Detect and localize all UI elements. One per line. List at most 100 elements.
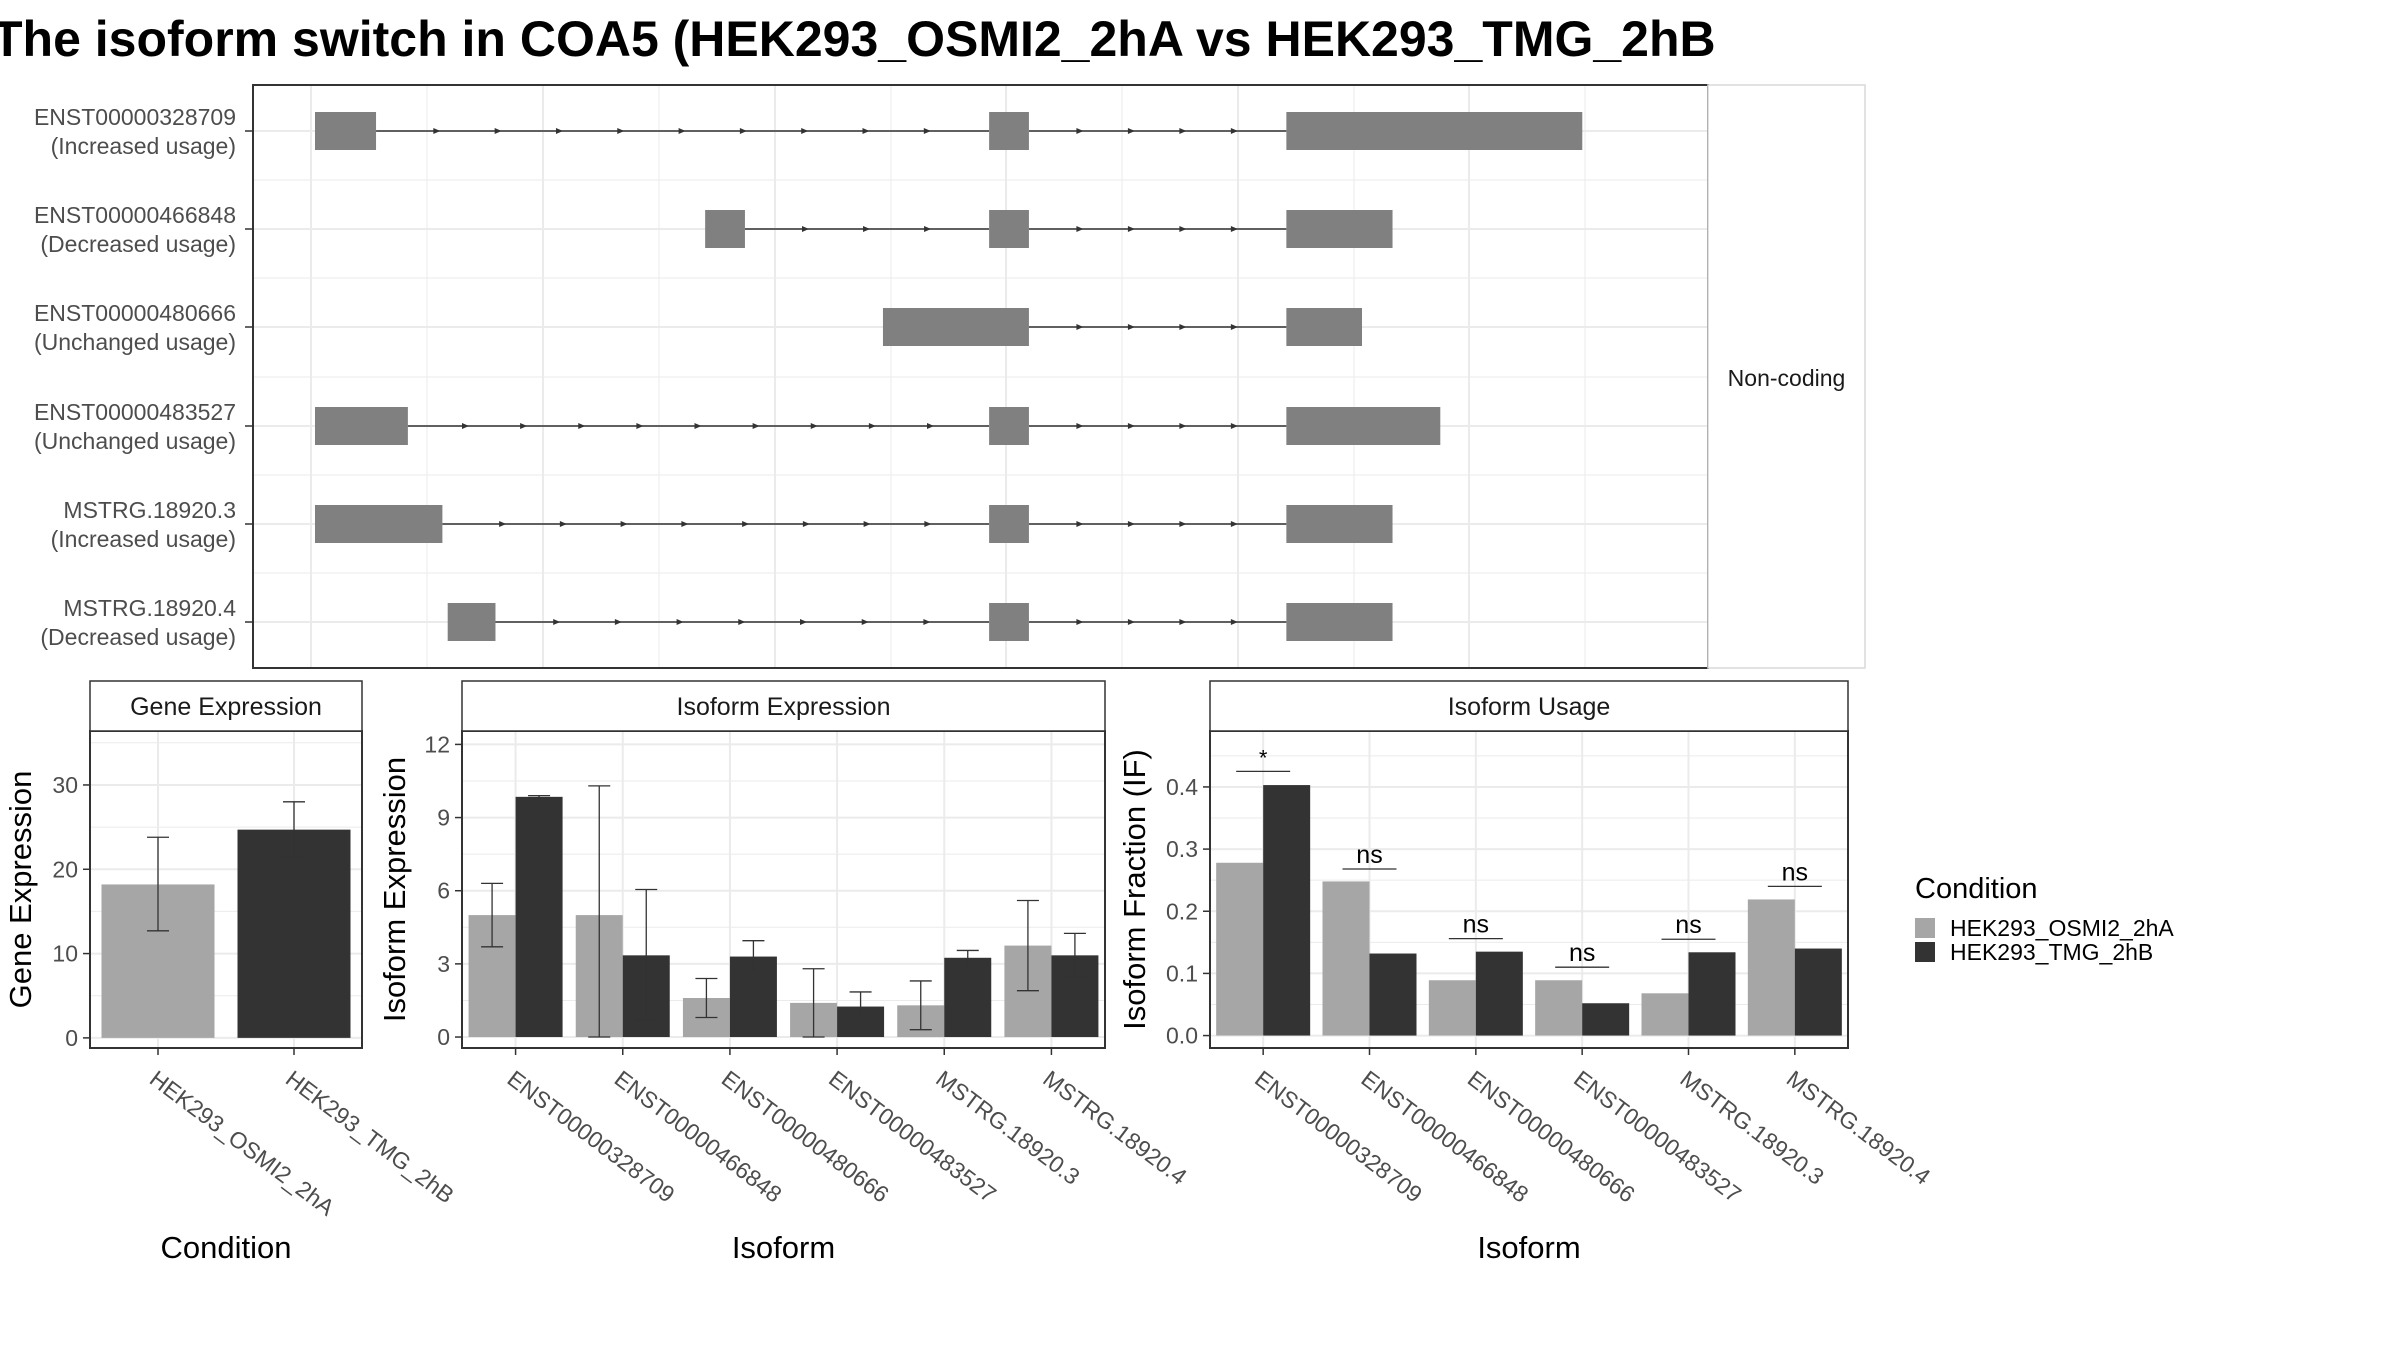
intron-direction-arrow bbox=[494, 128, 502, 134]
y-axis-title: Isoform Fraction (IF) bbox=[1117, 749, 1152, 1030]
intron-direction-arrow bbox=[620, 521, 628, 527]
y-tick-label: 0 bbox=[437, 1024, 450, 1050]
y-tick-label: 0.4 bbox=[1166, 774, 1198, 800]
transcript-usage-label: (Unchanged usage) bbox=[34, 329, 236, 355]
exon-block bbox=[447, 603, 496, 641]
legend-title: Condition bbox=[1915, 873, 2038, 905]
y-tick-label: 0.3 bbox=[1166, 836, 1198, 862]
exon-block bbox=[315, 112, 377, 150]
intron-direction-arrow bbox=[1230, 521, 1238, 527]
intron-direction-arrow bbox=[810, 423, 818, 429]
transcript-id-label: ENST00000328709 bbox=[34, 104, 236, 130]
transcript-usage-label: (Unchanged usage) bbox=[34, 428, 236, 454]
figure-title: The isoform switch in COA5 (HEK293_OSMI2… bbox=[0, 11, 1716, 67]
exon-block bbox=[1286, 210, 1393, 248]
intron-direction-arrow bbox=[1127, 521, 1135, 527]
facet-strip-label: Isoform Usage bbox=[1448, 693, 1611, 721]
exon-block bbox=[705, 210, 745, 248]
transcript-id-label: MSTRG.18920.4 bbox=[63, 595, 236, 621]
bar bbox=[944, 957, 992, 1038]
intron-direction-arrow bbox=[1076, 423, 1084, 429]
y-tick-label: 0.0 bbox=[1166, 1023, 1198, 1049]
intron-direction-arrow bbox=[578, 423, 586, 429]
intron-direction-arrow bbox=[1230, 324, 1238, 330]
intron-direction-arrow bbox=[1127, 128, 1135, 134]
significance-label: ns bbox=[1356, 841, 1382, 869]
bar bbox=[1263, 785, 1311, 1036]
bar bbox=[1369, 953, 1417, 1036]
facet-strip-right bbox=[1707, 84, 1866, 669]
exon-block bbox=[1286, 308, 1363, 346]
transcript-usage-label: (Increased usage) bbox=[51, 526, 236, 552]
legend-swatch-tmg bbox=[1915, 942, 1935, 962]
intron-direction-arrow bbox=[738, 619, 746, 625]
intron-direction-arrow bbox=[433, 128, 441, 134]
intron-direction-arrow bbox=[742, 521, 750, 527]
legend-label-tmg: HEK293_TMG_2hB bbox=[1950, 939, 2153, 965]
intron-direction-arrow bbox=[868, 423, 876, 429]
intron-direction-arrow bbox=[924, 521, 932, 527]
intron-direction-arrow bbox=[863, 521, 871, 527]
transcript-id-label: MSTRG.18920.3 bbox=[63, 497, 236, 523]
intron-direction-arrow bbox=[1179, 521, 1187, 527]
bar bbox=[1322, 881, 1370, 1036]
legend-label-osmi: HEK293_OSMI2_2hA bbox=[1950, 915, 2174, 941]
y-axis-title: Isoform Expression bbox=[377, 757, 412, 1022]
intron-direction-arrow bbox=[1127, 324, 1135, 330]
intron-direction-arrow bbox=[1179, 423, 1187, 429]
y-axis-title: Gene Expression bbox=[3, 771, 38, 1009]
intron-direction-arrow bbox=[614, 619, 622, 625]
exon-block bbox=[315, 505, 443, 543]
x-axis-title: Condition bbox=[161, 1230, 292, 1265]
transcript-usage-label: (Decreased usage) bbox=[40, 231, 236, 257]
legend-swatch-osmi bbox=[1915, 918, 1935, 938]
intron-direction-arrow bbox=[617, 128, 625, 134]
y-tick-label: 0.1 bbox=[1166, 960, 1198, 986]
exon-block bbox=[989, 210, 1029, 248]
transcript-usage-label: (Increased usage) bbox=[51, 133, 236, 159]
intron-direction-arrow bbox=[861, 619, 869, 625]
intron-direction-arrow bbox=[681, 521, 689, 527]
facet-strip bbox=[1209, 680, 1849, 732]
significance-label: ns bbox=[1782, 858, 1808, 886]
intron-direction-arrow bbox=[739, 128, 747, 134]
intron-direction-arrow bbox=[1230, 423, 1238, 429]
bar bbox=[1475, 951, 1523, 1036]
intron-direction-arrow bbox=[862, 128, 870, 134]
intron-direction-arrow bbox=[1230, 128, 1238, 134]
bar bbox=[515, 796, 563, 1038]
intron-direction-arrow bbox=[1127, 619, 1135, 625]
y-tick-label: 20 bbox=[52, 856, 78, 882]
intron-direction-arrow bbox=[636, 423, 644, 429]
bar bbox=[1428, 980, 1476, 1036]
panel-bg bbox=[1210, 731, 1848, 1048]
intron-direction-arrow bbox=[1230, 226, 1238, 232]
intron-direction-arrow bbox=[555, 128, 563, 134]
intron-direction-arrow bbox=[1230, 619, 1238, 625]
intron-direction-arrow bbox=[1076, 619, 1084, 625]
bar bbox=[1747, 899, 1795, 1036]
exon-block bbox=[989, 112, 1029, 150]
intron-direction-arrow bbox=[1076, 128, 1084, 134]
intron-direction-arrow bbox=[1179, 128, 1187, 134]
intron-direction-arrow bbox=[926, 423, 934, 429]
x-axis-title: Isoform bbox=[1477, 1230, 1580, 1265]
facet-strip bbox=[461, 680, 1106, 732]
bar bbox=[1688, 952, 1736, 1036]
y-tick-label: 30 bbox=[52, 772, 78, 798]
intron-direction-arrow bbox=[678, 128, 686, 134]
y-tick-label: 10 bbox=[52, 941, 78, 967]
y-tick-label: 0 bbox=[65, 1025, 78, 1051]
bar bbox=[1535, 980, 1583, 1036]
intron-direction-arrow bbox=[1076, 324, 1084, 330]
y-tick-label: 9 bbox=[437, 805, 450, 831]
significance-label: ns bbox=[1463, 911, 1489, 939]
exon-block bbox=[1286, 505, 1393, 543]
intron-direction-arrow bbox=[923, 619, 931, 625]
y-tick-label: 12 bbox=[424, 731, 450, 757]
intron-direction-arrow bbox=[801, 226, 809, 232]
bar bbox=[1641, 993, 1689, 1036]
